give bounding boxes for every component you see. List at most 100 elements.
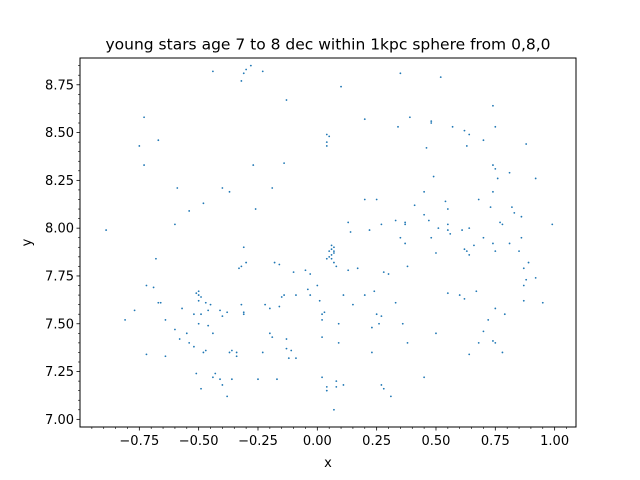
data-point <box>292 271 295 274</box>
data-point <box>240 80 243 82</box>
data-point <box>268 332 271 335</box>
data-point <box>285 347 288 350</box>
data-point <box>181 307 183 310</box>
data-point <box>280 296 283 298</box>
data-point <box>240 265 243 268</box>
data-point <box>335 265 338 268</box>
data-point <box>511 206 513 209</box>
data-point <box>378 322 380 325</box>
data-point <box>254 208 257 210</box>
data-point <box>541 301 544 304</box>
data-point <box>337 341 340 344</box>
data-point <box>432 175 435 178</box>
x-tick-label: 1.00 <box>540 434 569 449</box>
chart-title: young stars age 7 to 8 dec within 1kpc s… <box>105 36 550 54</box>
x-tick-label: 0.00 <box>303 434 332 449</box>
data-point <box>200 296 202 298</box>
data-point <box>238 267 240 270</box>
data-point <box>494 167 497 170</box>
y-tick-label: 8.50 <box>45 126 74 141</box>
data-point <box>328 250 331 253</box>
data-point <box>333 408 335 411</box>
data-point <box>228 190 231 193</box>
data-point <box>551 223 554 226</box>
data-point <box>202 351 205 354</box>
data-point <box>185 332 188 335</box>
data-point <box>261 351 264 354</box>
data-point <box>214 372 217 375</box>
data-point <box>371 351 373 354</box>
data-point <box>492 190 494 193</box>
data-point <box>363 118 366 121</box>
data-point <box>271 187 274 189</box>
data-point <box>193 313 195 316</box>
data-point <box>380 384 383 386</box>
data-point <box>325 389 328 392</box>
data-point <box>212 70 214 73</box>
data-point <box>435 252 437 254</box>
data-point <box>356 267 359 270</box>
data-point <box>508 242 511 245</box>
data-point <box>242 311 245 314</box>
x-tick-label: 0.75 <box>481 434 510 449</box>
data-point <box>176 187 179 189</box>
data-point <box>368 229 371 231</box>
x-axis-label: x <box>324 456 332 471</box>
data-point <box>399 72 402 75</box>
data-point <box>501 223 504 226</box>
data-point <box>520 236 523 239</box>
data-point <box>333 261 335 264</box>
data-point <box>330 257 333 260</box>
data-point <box>242 72 245 75</box>
data-point <box>522 299 525 302</box>
data-point <box>492 242 494 245</box>
data-point <box>349 231 352 233</box>
data-point <box>477 198 480 201</box>
data-point <box>347 221 350 224</box>
y-tick-label: 7.50 <box>45 317 74 332</box>
data-point <box>401 322 404 325</box>
data-point <box>375 198 378 201</box>
data-point <box>226 311 229 314</box>
data-point <box>494 341 497 344</box>
data-point <box>230 349 233 352</box>
data-point <box>446 223 449 226</box>
y-tick-label: 7.75 <box>45 269 74 284</box>
data-point <box>193 345 195 348</box>
data-point <box>387 273 390 275</box>
data-point <box>204 349 207 352</box>
data-point <box>188 341 191 344</box>
x-tick-label: −0.50 <box>179 434 219 449</box>
data-point <box>394 301 397 304</box>
data-point <box>520 215 523 218</box>
data-point <box>437 227 440 230</box>
data-point <box>200 387 202 390</box>
data-point <box>268 307 271 310</box>
data-point <box>408 116 411 119</box>
data-point <box>323 311 326 314</box>
data-point <box>240 303 243 306</box>
data-point <box>430 120 433 122</box>
data-point <box>212 376 214 379</box>
data-point <box>342 294 345 296</box>
data-point <box>494 250 497 253</box>
data-point <box>230 378 233 381</box>
data-point <box>318 299 321 302</box>
data-point <box>164 355 167 358</box>
data-point <box>283 294 285 296</box>
data-point <box>328 135 331 138</box>
data-point <box>389 395 392 398</box>
data-point <box>522 284 525 287</box>
data-point <box>197 299 200 302</box>
data-point <box>321 313 323 316</box>
data-point <box>375 313 378 316</box>
data-point <box>397 125 399 128</box>
data-point <box>439 76 442 79</box>
data-point <box>290 349 293 352</box>
data-point <box>461 229 463 231</box>
data-point <box>235 355 238 358</box>
data-point <box>152 286 155 289</box>
data-point <box>463 129 466 132</box>
data-point <box>482 236 485 239</box>
data-point <box>249 64 252 67</box>
